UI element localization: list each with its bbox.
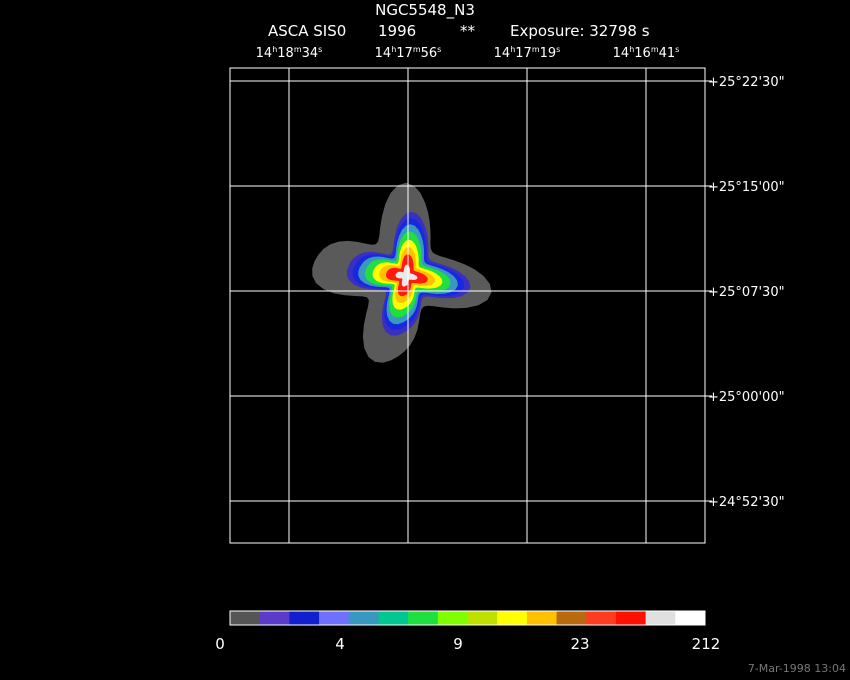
- colorbar-label: 212: [692, 635, 721, 653]
- ra-label: 14h17m19s: [494, 45, 561, 61]
- colorbar-cell: [378, 611, 409, 625]
- colorbar-cell: [230, 611, 261, 625]
- ra-label-part: 14: [494, 46, 511, 61]
- ra-label-part: s: [675, 45, 679, 54]
- year: 1996: [378, 22, 416, 40]
- ra-label-part: m: [413, 45, 421, 54]
- ra-label-part: m: [651, 45, 659, 54]
- ra-label-part: h: [272, 45, 277, 54]
- ra-label-part: 16: [634, 46, 651, 61]
- intensity-contour: [395, 264, 418, 287]
- colorbar-cell: [319, 611, 350, 625]
- grid: [230, 68, 712, 543]
- dec-label: +25°15'00": [708, 180, 785, 195]
- colorbar-cell: [615, 611, 647, 625]
- dec-label: +25°22'30": [708, 75, 785, 90]
- ra-label-part: m: [294, 45, 302, 54]
- ra-label-part: s: [437, 45, 441, 54]
- colorbar-label: 23: [570, 635, 589, 653]
- ra-label-part: s: [318, 45, 322, 54]
- ra-label-part: 56: [421, 46, 438, 61]
- colorbar-label: 9: [453, 635, 463, 653]
- ra-label-part: 18: [277, 46, 294, 61]
- ra-label-part: 14: [375, 46, 392, 61]
- footer-date: 7-Mar-1998 13:04: [748, 662, 846, 675]
- ra-label-part: h: [391, 45, 396, 54]
- ra-label-part: 41: [659, 46, 676, 61]
- ra-label-part: m: [532, 45, 540, 54]
- colorbar-cell: [259, 611, 290, 625]
- colorbar-cell: [645, 611, 676, 625]
- colorbar-cell: [467, 611, 498, 625]
- ra-label-part: h: [510, 45, 515, 54]
- dec-label: +25°00'00": [708, 390, 785, 405]
- instrument: ASCA SIS0: [268, 22, 346, 40]
- colorbar-cell: [348, 611, 379, 625]
- ra-label: 14h16m41s: [613, 45, 680, 61]
- ra-label-part: 17: [396, 46, 413, 61]
- colorbar-cell: [437, 611, 468, 625]
- dec-label: +24°52'30": [708, 495, 785, 510]
- ra-label: 14h18m34s: [256, 45, 323, 61]
- exposure: Exposure: 32798 s: [510, 22, 650, 40]
- title: NGC5548_N3: [375, 1, 475, 20]
- colorbar-frame: [229, 610, 706, 626]
- ra-label-part: 14: [613, 46, 630, 61]
- dec-label: +25°07'30": [708, 285, 785, 300]
- ra-label-part: 34: [302, 46, 319, 61]
- ra-label-part: s: [556, 45, 560, 54]
- colorbar-cell: [497, 611, 528, 625]
- colorbar-cell: [586, 611, 617, 625]
- colorbar-cell: [556, 611, 587, 625]
- ra-label-part: 14: [256, 46, 273, 61]
- colorbar-cell: [408, 611, 439, 625]
- ra-label-part: 17: [515, 46, 532, 61]
- ra-label-part: h: [629, 45, 634, 54]
- ra-label-part: 19: [540, 46, 557, 61]
- colorbar-label: 0: [215, 635, 225, 653]
- plot-frame: [229, 67, 706, 544]
- colorbar-cell: [526, 611, 558, 625]
- colorbar-label: 4: [335, 635, 345, 653]
- flag: **: [460, 22, 476, 40]
- source-image: [312, 182, 492, 363]
- ra-label: 14h17m56s: [375, 45, 442, 61]
- colorbar-cell: [289, 611, 320, 625]
- colorbar-cell: [675, 611, 706, 625]
